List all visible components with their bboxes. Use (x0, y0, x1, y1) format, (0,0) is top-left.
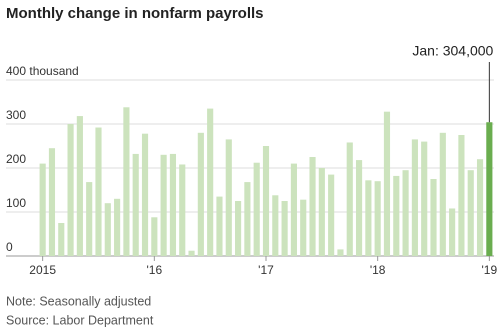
bar (281, 201, 288, 256)
x-tick-label: '17 (258, 263, 274, 277)
bar (449, 208, 456, 256)
bar (235, 201, 242, 256)
bar (197, 132, 204, 256)
bar (39, 163, 46, 256)
bar (458, 135, 465, 256)
bar (262, 146, 270, 256)
annotation: Jan: 304,000 (412, 43, 493, 59)
note: Note: Seasonally adjusted (6, 294, 151, 308)
bar (207, 108, 214, 256)
bar (86, 182, 93, 256)
bar (104, 203, 111, 256)
bar (421, 141, 428, 256)
bar (114, 198, 121, 256)
bar (486, 122, 493, 257)
bar (151, 217, 158, 256)
bar (355, 160, 363, 256)
bar (337, 249, 344, 256)
bar (439, 132, 446, 256)
bar (393, 175, 400, 256)
bar (374, 181, 381, 256)
bar (76, 116, 83, 256)
y-tick-label: 200 (6, 152, 26, 166)
y-tick-label: 400 thousand (6, 64, 79, 78)
bar (141, 133, 149, 256)
y-tick-label: 0 (6, 240, 13, 254)
bar (402, 170, 409, 256)
bar (253, 162, 260, 256)
bar (160, 154, 167, 256)
bar (95, 127, 102, 257)
bar (467, 170, 474, 256)
bar (383, 111, 391, 257)
bar (300, 199, 307, 256)
x-tick-label: 2015 (29, 263, 56, 277)
bar (290, 163, 297, 256)
bar (48, 148, 56, 256)
bar (169, 153, 177, 256)
bar (309, 157, 316, 256)
bar (58, 223, 65, 256)
bar (67, 124, 74, 256)
bar (365, 180, 372, 256)
x-tick-label: '16 (147, 263, 163, 277)
bar (132, 153, 139, 256)
bar (123, 107, 130, 256)
bar (318, 168, 325, 256)
x-tick-label: '18 (370, 263, 386, 277)
bar (179, 164, 186, 256)
bar (188, 250, 195, 256)
bar (216, 196, 223, 256)
bar (225, 139, 232, 256)
bar (244, 182, 251, 256)
bar (328, 174, 335, 256)
x-tick-label: '19 (482, 263, 498, 277)
source: Source: Labor Department (6, 313, 154, 327)
y-tick-label: 100 (6, 196, 26, 210)
y-tick-label: 300 (6, 108, 26, 122)
bar (411, 139, 418, 256)
bar (476, 159, 484, 256)
bar (346, 142, 353, 256)
chart-title: Monthly change in nonfarm payrolls (6, 5, 264, 22)
bar (430, 179, 437, 256)
bar (272, 195, 279, 256)
